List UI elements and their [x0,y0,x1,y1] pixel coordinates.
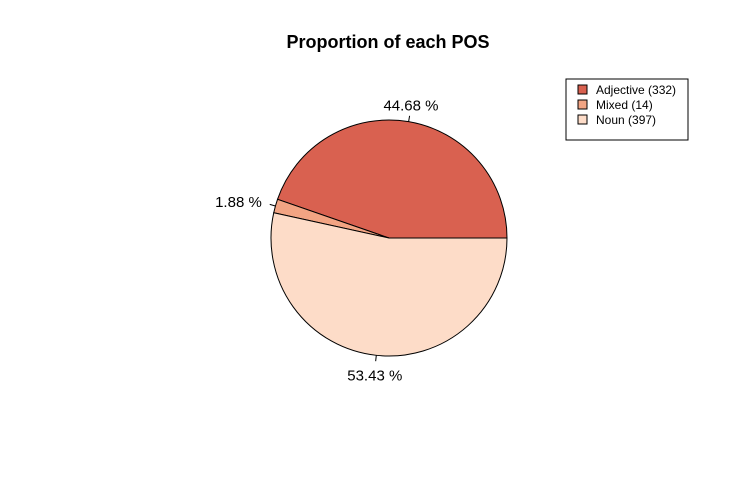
pie-slice-adjective [276,119,508,239]
legend-label-noun: Noun (397) [596,113,656,127]
pie-slices [270,119,508,357]
legend-swatch-noun [577,114,588,125]
chart-title: Proportion of each POS [286,32,489,52]
pie-label-tick-mixed [269,203,276,207]
legend-swatch-adjective [577,84,588,95]
legend-label-adjective: Adjective (332) [596,83,676,97]
pie-label-tick-noun [375,355,377,362]
pie-label-noun: 53.43 % [347,367,402,384]
legend: Adjective (332)Mixed (14)Noun (397) [565,78,689,141]
pie-label-mixed: 1.88 % [215,194,262,211]
pie-label-adjective: 44.68 % [383,98,438,115]
pie-label-tick-adjective [408,115,411,122]
legend-swatch-mixed [577,99,588,110]
pie-labels: 44.68 % 1.88 % 53.43 % [215,98,438,385]
legend-label-mixed: Mixed (14) [596,98,653,112]
